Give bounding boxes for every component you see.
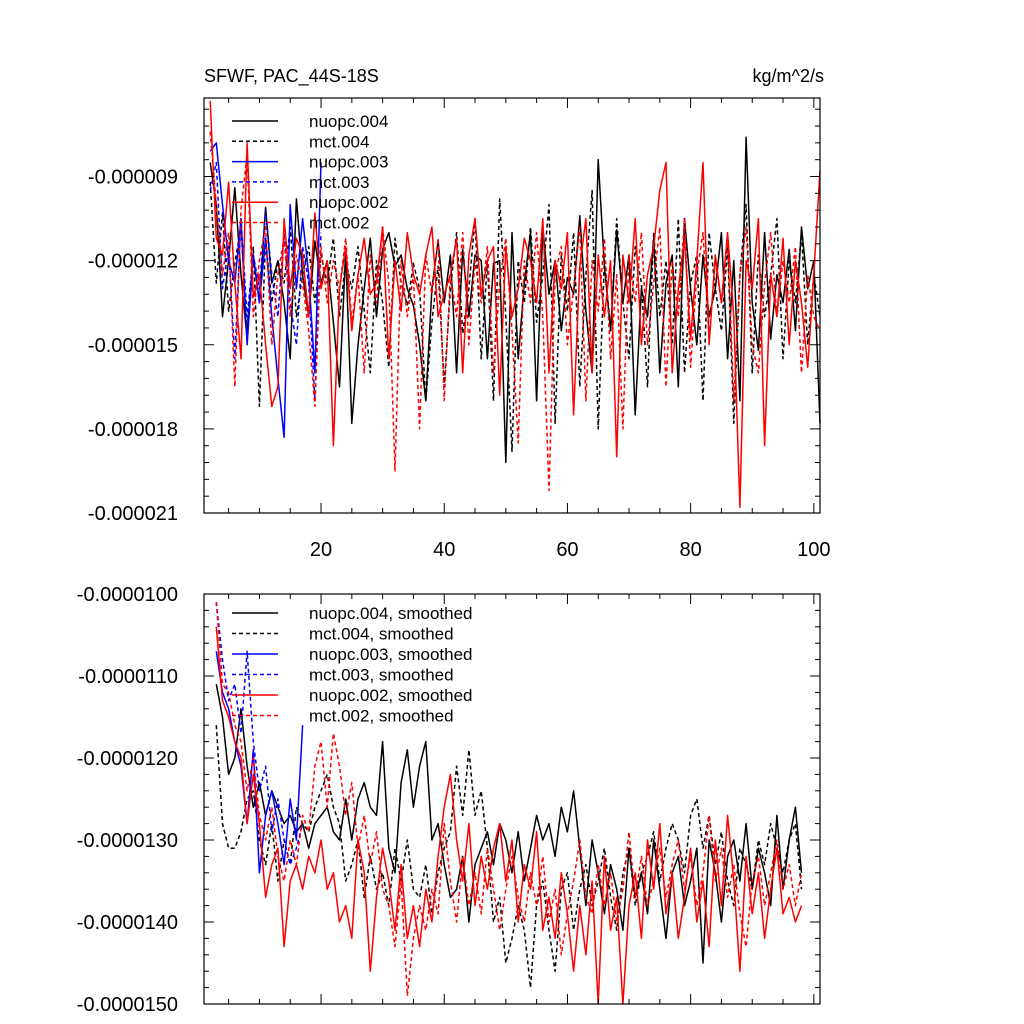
legend-label: nuopc.002 [309, 193, 388, 212]
series-line-nuopc-002 [209, 100, 821, 509]
series-line-mct-002-smoothed [215, 602, 803, 997]
y-tick-label: -0.000018 [88, 419, 178, 441]
series-line-nuopc-003-smoothed [215, 651, 304, 874]
legend-label: mct.002 [309, 214, 369, 233]
x-tick-label: 60 [556, 539, 578, 561]
x-tick-label: 80 [680, 539, 702, 561]
top-panel-frame [203, 97, 821, 514]
top-panel-title: SFWF, PAC_44S-18S [204, 66, 379, 87]
legend-label: mct.003, smoothed [309, 666, 454, 685]
bottom-panel: -0.0000100 -0.0000110 -0.0000120 -0.0000130… [77, 584, 821, 1016]
y-tick-label: -0.0000150 [77, 994, 178, 1016]
series-line-mct-003-smoothed [215, 602, 304, 866]
y-tick-label: -0.0000130 [77, 830, 178, 852]
top-panel-ticks: 20 40 60 80 100 -0.000009 -0.000012 -0.000015 -0… [88, 98, 831, 561]
legend-label: nuopc.002, smoothed [309, 686, 473, 705]
legend-label: nuopc.004, smoothed [309, 604, 473, 623]
y-tick-label: -0.0000110 [78, 666, 178, 688]
series-line-nuopc-004-smoothed [215, 684, 803, 964]
bottom-panel-series [215, 602, 803, 1005]
legend-label: mct.004, smoothed [309, 625, 454, 644]
bottom-panel-frame [203, 593, 821, 1005]
y-tick-label: -0.0000100 [77, 584, 178, 606]
y-tick-label: -0.000021 [88, 503, 178, 525]
series-line-mct-003 [209, 161, 322, 402]
y-tick-label: -0.0000120 [77, 748, 178, 770]
x-tick-label: 100 [797, 539, 830, 561]
y-tick-label: -0.000012 [88, 251, 178, 273]
x-tick-label: 40 [433, 539, 455, 561]
y-tick-label: -0.0000140 [77, 912, 178, 934]
series-line-mct-002 [209, 131, 821, 492]
legend-label: nuopc.003, smoothed [309, 645, 473, 664]
y-tick-label: -0.000009 [88, 167, 178, 189]
y-tick-label: -0.000015 [88, 335, 178, 357]
x-tick-label: 20 [310, 539, 332, 561]
legend-label: mct.003 [309, 173, 369, 192]
bottom-panel-ticks: -0.0000100 -0.0000110 -0.0000120 -0.0000130… [77, 584, 820, 1016]
series-line-nuopc-004 [209, 136, 821, 464]
top-panel-series [209, 100, 821, 509]
series-line-nuopc-003 [209, 142, 322, 439]
series-line-mct-004-smoothed [215, 725, 803, 989]
legend-label: mct.002, smoothed [309, 707, 454, 726]
series-line-nuopc-002-smoothed [215, 626, 803, 1005]
top-panel-units: kg/m^2/s [753, 66, 824, 86]
top-panel: SFWF, PAC_44S-18S kg/m^2/s 20 40 60 80 100 -0… [88, 66, 831, 561]
legend-label: nuopc.004 [309, 112, 388, 131]
legend-label: nuopc.003 [309, 153, 388, 172]
legend-label: mct.004 [309, 132, 369, 151]
